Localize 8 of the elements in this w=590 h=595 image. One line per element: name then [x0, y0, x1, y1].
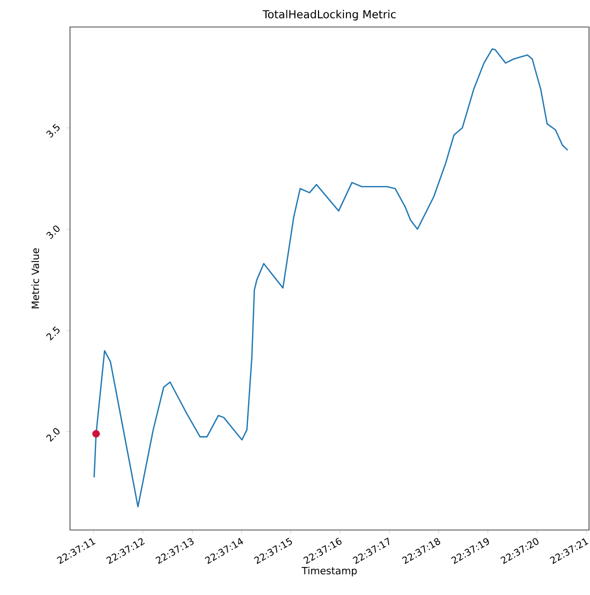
y-tick-label: 2.5 [46, 326, 60, 341]
y-tick-label: 3.5 [46, 124, 60, 138]
y-tick-label: 2.0 [46, 428, 60, 442]
y-tick-label: 3.0 [46, 226, 60, 240]
y-axis-title: Metric Value [31, 248, 40, 308]
chart-title: TotalHeadLocking Metric [262, 10, 396, 20]
x-axis-title: Timestamp [302, 566, 357, 576]
line-series [93, 48, 568, 508]
